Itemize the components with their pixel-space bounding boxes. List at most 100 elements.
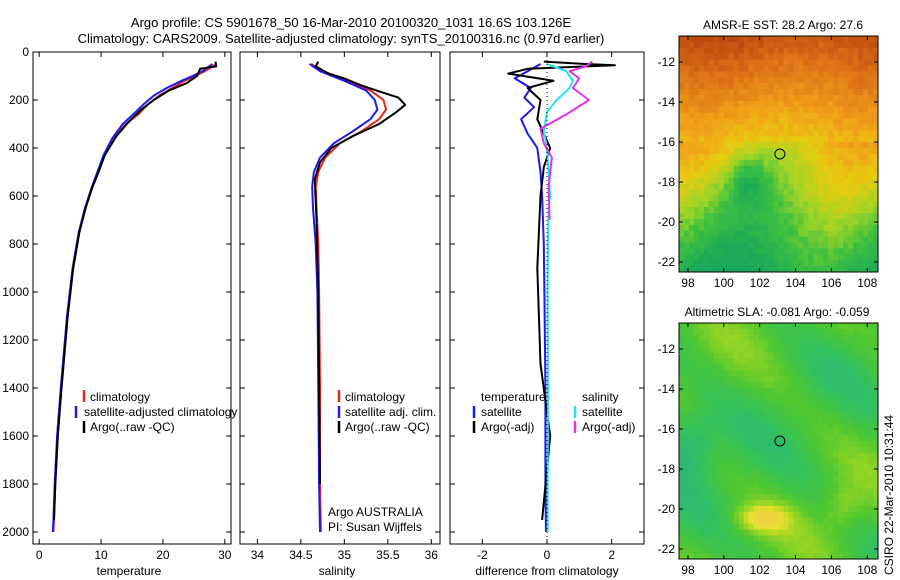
map-cell [823,441,829,448]
map-cell [833,488,839,495]
map-cell [758,500,764,507]
map-cell [758,340,764,347]
map-cell [708,441,715,448]
map-cell [743,547,750,554]
map-cell [703,266,710,273]
map-cell [708,95,715,102]
map-cell [793,130,799,137]
map-cell [753,417,760,424]
map-cell [848,47,854,55]
map-cell [679,452,685,460]
map-cell [863,370,869,377]
map-cell [843,529,849,536]
map-cell [688,446,695,454]
map-cell [818,340,824,347]
map-cell [778,112,784,119]
map-cell [828,95,834,102]
map-cell [738,547,745,554]
map-cell [848,446,854,454]
map-cell [773,364,779,371]
map-cell [823,142,829,149]
map-cell [843,399,849,406]
map-cell [748,36,755,43]
map-cell [828,446,834,454]
map-cell [843,517,849,524]
map-cell [748,77,755,84]
map-cell [718,248,725,255]
map-cell [703,142,710,149]
map-cell [753,118,760,125]
salinity-xtick-label: 34 [251,548,265,562]
map-cell [873,41,879,49]
map-cell [848,399,854,406]
map-cell [703,195,710,202]
map-cell [778,95,784,102]
map-cell [828,201,834,208]
map-cell [838,53,844,60]
map-cell [713,505,720,513]
map-cell [679,224,685,232]
map-cell [843,323,849,330]
map-cell [733,59,740,66]
map-cell [843,36,849,43]
map-cell [868,511,874,519]
map-cell [873,358,879,365]
map-cell [848,148,854,155]
map-cell [853,136,859,143]
map-cell [738,183,745,190]
map-cell [723,148,730,155]
map-cell [753,89,760,96]
map-cell [738,393,745,401]
map-cell [758,83,764,90]
map-cell [863,130,869,137]
map-cell [723,242,730,249]
map-cell [873,260,879,267]
map-cell [763,260,769,267]
map-cell [793,242,799,249]
map-cell [803,452,809,460]
map-cell [703,364,710,371]
map-cell [728,142,735,149]
map-cell [763,464,769,471]
map-cell [753,65,760,72]
map-cell [708,446,715,454]
map-cell [783,452,789,460]
map-cell [813,59,819,66]
map-cell [873,266,879,273]
map-cell [828,505,834,513]
map-cell [703,89,710,96]
map-cell [863,136,869,143]
map-cell [723,171,730,178]
map-cell [778,358,784,365]
difference-plot: -2 0 2 [450,51,644,562]
salinity-xlabel: salinity [319,564,356,578]
map-cell [808,266,814,273]
map-cell [683,323,690,330]
map-cell [853,207,859,214]
map-cell [763,106,769,114]
map-cell [683,36,690,43]
map-cell [848,523,854,530]
map-cell [698,242,705,249]
map-cell [848,177,854,184]
map-cell [783,171,789,178]
map-cell [713,429,720,436]
map-cell [858,553,864,560]
map-cell [833,106,839,114]
map-cell [778,248,784,255]
map-cell [808,177,814,184]
map-cell [743,441,750,448]
map-cell [808,53,814,60]
map-cell [778,452,784,460]
map-cell [703,399,710,406]
map-cell [853,201,859,208]
map-cell [803,494,809,501]
map-cell [758,106,764,114]
map-cell [823,429,829,436]
map-cell [803,53,809,60]
map-cell [713,224,720,232]
map-cell [683,207,690,214]
map-cell [748,165,755,173]
map-cell [798,399,804,406]
map-cell [843,494,849,501]
